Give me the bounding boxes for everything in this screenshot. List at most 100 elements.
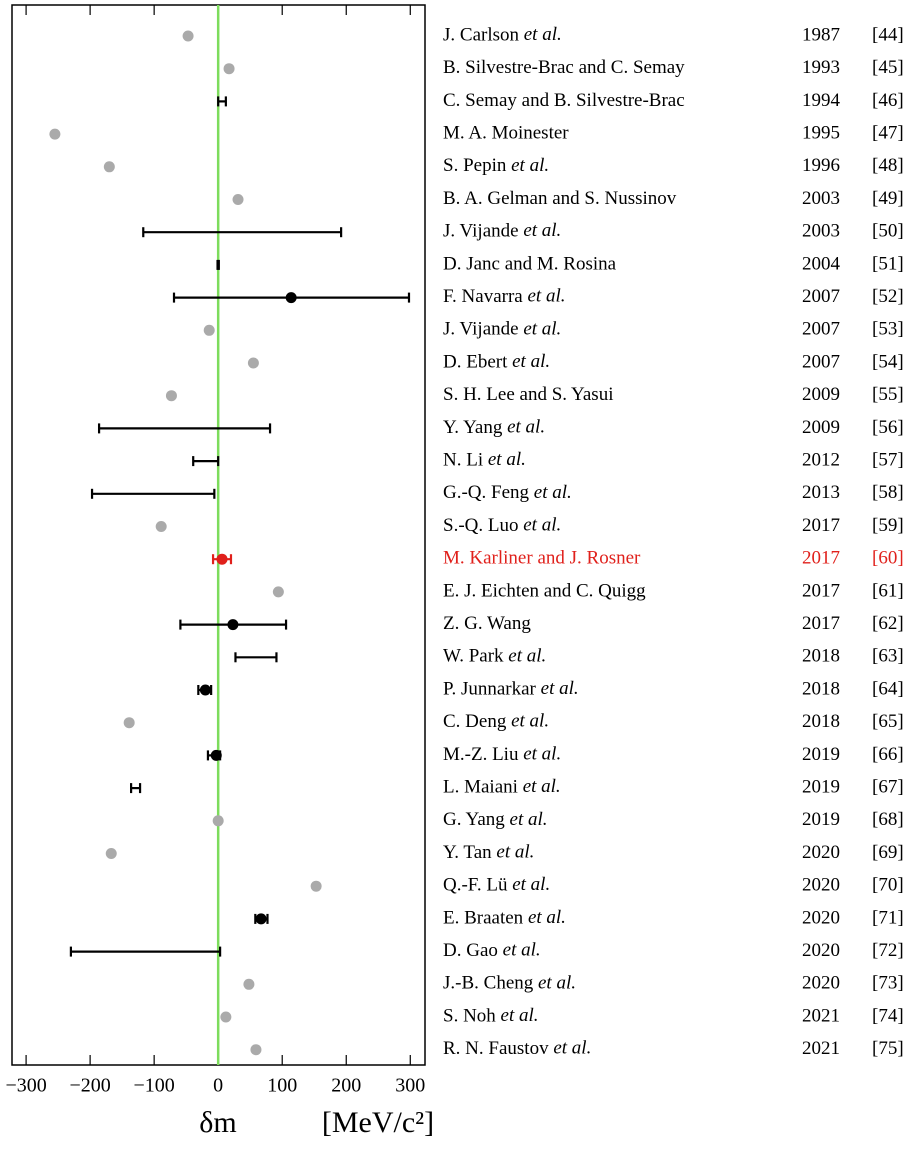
author-label: J. Vijande et al. bbox=[443, 221, 561, 242]
ref-label: [49] bbox=[872, 188, 904, 209]
author-label: Z. G. Wang bbox=[443, 613, 531, 634]
x-tick-label: 200 bbox=[331, 1075, 361, 1097]
point bbox=[203, 324, 215, 336]
author-label: C. Deng et al. bbox=[443, 711, 549, 732]
author-label: G. Yang et al. bbox=[443, 809, 548, 830]
point bbox=[103, 161, 115, 173]
year-label: 1987 bbox=[802, 24, 840, 45]
ref-label: [51] bbox=[872, 253, 904, 274]
author-label: P. Junnarkar et al. bbox=[443, 678, 579, 699]
year-label: 2017 bbox=[802, 580, 840, 601]
x-axis-unit: [MeV/c²] bbox=[322, 1106, 434, 1139]
author-label: W. Park et al. bbox=[443, 646, 546, 667]
ref-label: [75] bbox=[872, 1038, 904, 1059]
year-label: 2004 bbox=[802, 253, 841, 274]
point bbox=[220, 1011, 232, 1023]
author-label: J. Carlson et al. bbox=[443, 24, 562, 45]
year-label: 2009 bbox=[802, 384, 840, 405]
author-label: J. Vijande et al. bbox=[443, 319, 561, 340]
point bbox=[105, 848, 117, 859]
author-label: M. Karliner and J. Rosner bbox=[443, 548, 641, 569]
year-label: 2007 bbox=[802, 286, 840, 307]
year-label: 1996 bbox=[802, 155, 840, 176]
ref-label: [60] bbox=[872, 548, 904, 569]
year-label: 2018 bbox=[802, 646, 840, 667]
author-label: E. Braaten et al. bbox=[443, 907, 566, 928]
ref-label: [58] bbox=[872, 482, 904, 503]
author-label: D. Gao et al. bbox=[443, 940, 541, 961]
ref-label: [74] bbox=[872, 1005, 904, 1026]
author-label: M.-Z. Liu et al. bbox=[443, 744, 561, 765]
ref-label: [65] bbox=[872, 711, 904, 732]
ref-label: [59] bbox=[872, 515, 904, 536]
ref-label: [56] bbox=[872, 417, 904, 438]
year-label: 2020 bbox=[802, 875, 840, 896]
year-label: 2019 bbox=[802, 744, 840, 765]
ref-label: [69] bbox=[872, 842, 904, 863]
ref-label: [54] bbox=[872, 351, 904, 372]
author-label: J.-B. Cheng et al. bbox=[443, 973, 576, 994]
ref-label: [62] bbox=[872, 613, 904, 634]
x-axis-label: δm bbox=[199, 1106, 236, 1139]
year-label: 2019 bbox=[802, 809, 840, 830]
year-label: 2020 bbox=[802, 973, 840, 994]
year-label: 2009 bbox=[802, 417, 840, 438]
ref-label: [45] bbox=[872, 57, 904, 78]
year-label: 2020 bbox=[802, 907, 840, 928]
year-label: 2017 bbox=[802, 613, 840, 634]
author-label: L. Maiani et al. bbox=[443, 776, 561, 797]
year-label: 2012 bbox=[802, 449, 840, 470]
author-label: B. A. Gelman and S. Nussinov bbox=[443, 188, 677, 209]
ref-label: [55] bbox=[872, 384, 904, 405]
year-label: 2021 bbox=[802, 1038, 840, 1059]
author-label: Y. Tan et al. bbox=[443, 842, 534, 863]
ref-label: [70] bbox=[872, 875, 904, 896]
point bbox=[250, 1044, 262, 1056]
ref-label: [66] bbox=[872, 744, 904, 765]
author-label: C. Semay and B. Silvestre-Brac bbox=[443, 90, 685, 111]
year-label: 2013 bbox=[802, 482, 840, 503]
x-tick-label: −100 bbox=[134, 1075, 175, 1097]
year-label: 2003 bbox=[802, 188, 840, 209]
point bbox=[182, 30, 194, 42]
point bbox=[210, 749, 222, 761]
ref-label: [64] bbox=[872, 678, 904, 699]
author-label: D. Ebert et al. bbox=[443, 351, 550, 372]
year-label: 2021 bbox=[802, 1005, 840, 1026]
point bbox=[216, 553, 228, 565]
x-tick-label: 0 bbox=[213, 1075, 223, 1097]
ref-label: [63] bbox=[872, 646, 904, 667]
ref-label: [44] bbox=[872, 24, 904, 45]
ref-label: [53] bbox=[872, 319, 904, 340]
point bbox=[232, 194, 244, 205]
point bbox=[223, 63, 235, 75]
point bbox=[123, 717, 135, 729]
ref-label: [73] bbox=[872, 973, 904, 994]
author-label: S. Noh et al. bbox=[443, 1005, 539, 1026]
author-label: S.-Q. Luo et al. bbox=[443, 515, 561, 536]
ref-label: [48] bbox=[872, 155, 904, 176]
point bbox=[272, 586, 284, 598]
year-label: 1995 bbox=[802, 122, 840, 143]
author-label: N. Li et al. bbox=[443, 449, 526, 470]
year-label: 2017 bbox=[802, 548, 840, 569]
point bbox=[212, 815, 224, 827]
year-label: 1993 bbox=[802, 57, 840, 78]
author-label: E. J. Eichten and C. Quigg bbox=[443, 580, 646, 601]
author-label: M. A. Moinester bbox=[443, 122, 569, 143]
point bbox=[165, 390, 177, 402]
author-label: Q.-F. Lü et al. bbox=[443, 875, 550, 896]
year-label: 2019 bbox=[802, 776, 840, 797]
year-label: 2020 bbox=[802, 842, 840, 863]
ref-label: [50] bbox=[872, 221, 904, 242]
author-label: F. Navarra et al. bbox=[443, 286, 565, 307]
year-label: 1994 bbox=[802, 90, 841, 111]
author-label: B. Silvestre-Brac and C. Semay bbox=[443, 57, 685, 78]
author-label: S. Pepin et al. bbox=[443, 155, 549, 176]
point bbox=[247, 357, 259, 369]
author-label: G.-Q. Feng et al. bbox=[443, 482, 572, 503]
year-label: 2017 bbox=[802, 515, 840, 536]
x-tick-label: −300 bbox=[5, 1075, 46, 1097]
point bbox=[255, 913, 267, 925]
